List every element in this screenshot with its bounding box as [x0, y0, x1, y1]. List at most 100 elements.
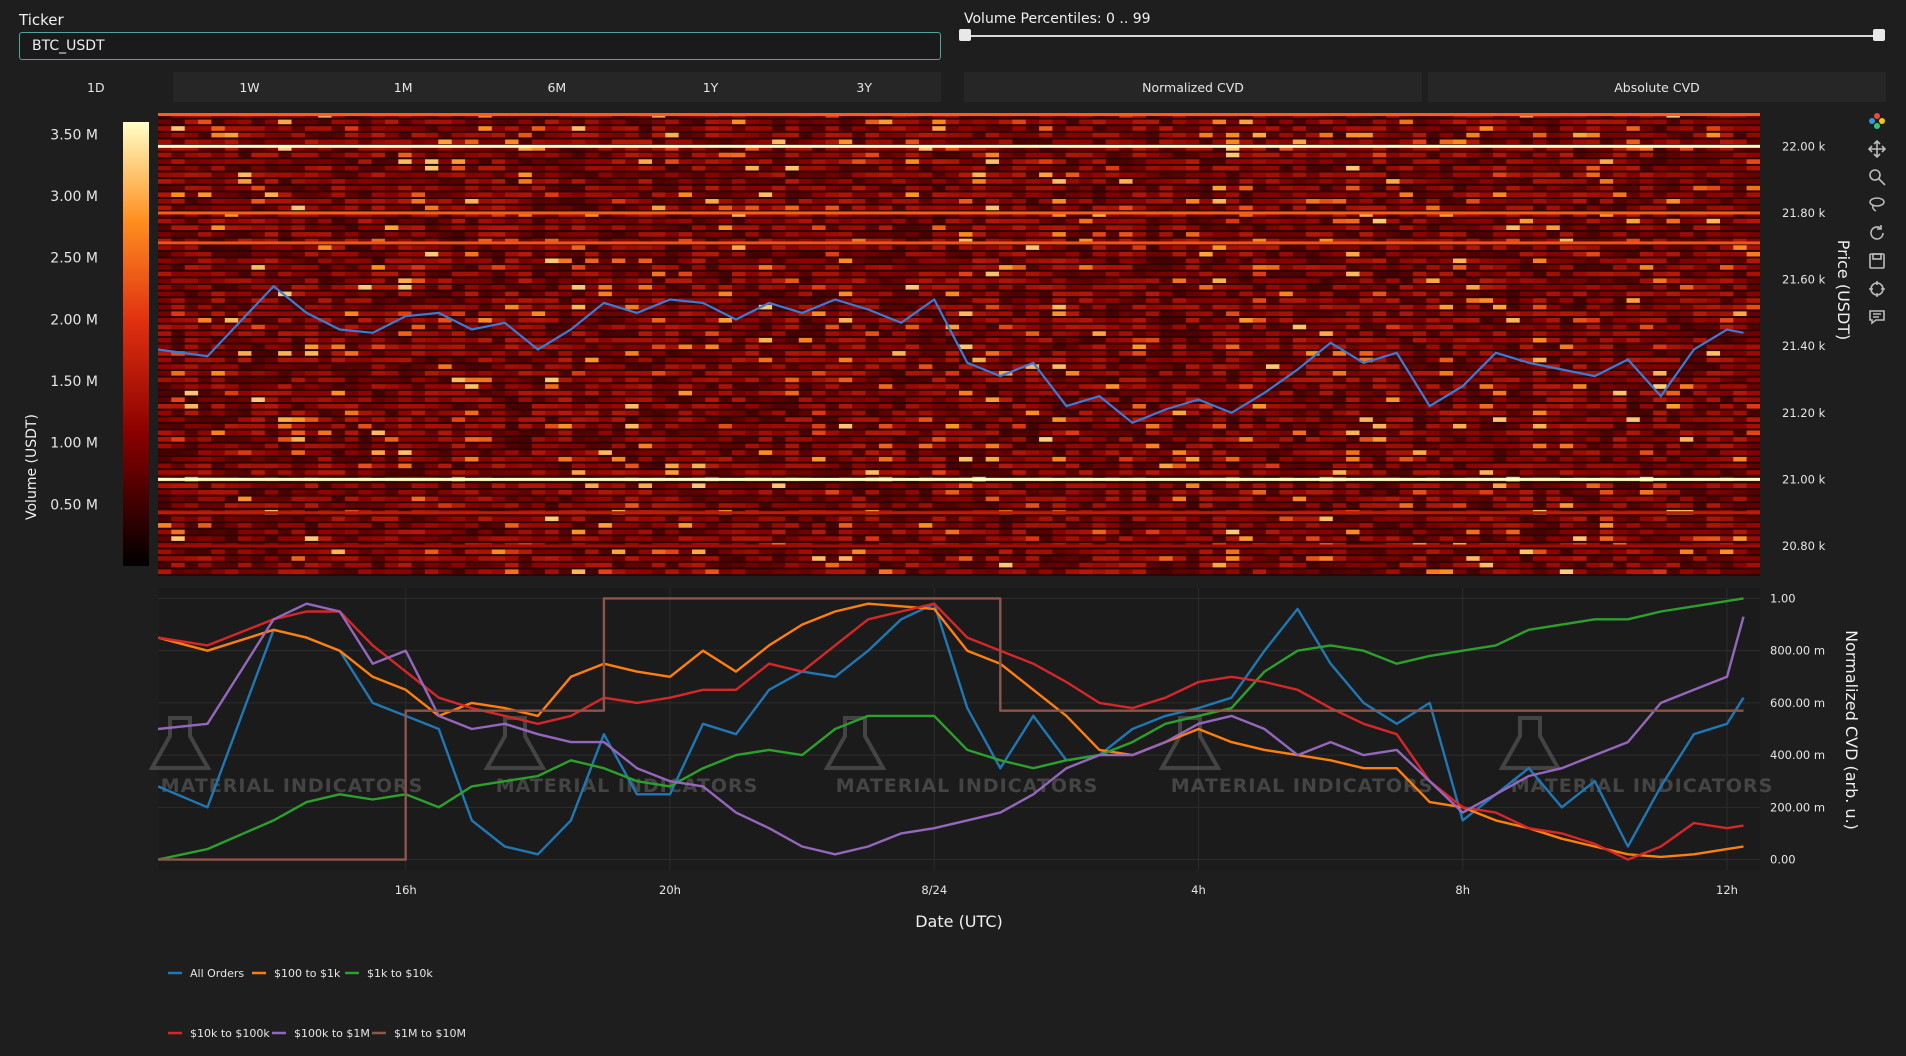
heatmap-cell — [705, 192, 720, 197]
heatmap-cell — [198, 245, 212, 250]
heatmap-cell — [158, 285, 172, 290]
heatmap-cell — [278, 199, 292, 204]
heatmap-cell — [1012, 311, 1027, 316]
heatmap-cell — [878, 212, 893, 217]
heatmap-cell — [798, 397, 813, 402]
heatmap-cell — [732, 285, 746, 290]
heatmap-cell — [999, 377, 1013, 383]
heatmap-cell — [344, 265, 359, 270]
heatmap-cell — [665, 569, 680, 574]
heatmap-cell — [211, 351, 226, 356]
heatmap-cell — [625, 503, 640, 508]
heatmap-cell — [1052, 456, 1067, 462]
heatmap-cell — [959, 384, 973, 389]
heatmap-cell — [224, 199, 239, 204]
heatmap-cell — [238, 225, 252, 230]
heatmap-cell — [198, 357, 212, 363]
heatmap-cell — [772, 337, 786, 343]
heatmap-cell — [184, 152, 199, 158]
heatmap-cell — [838, 258, 853, 264]
heatmap-cell — [1065, 437, 1080, 442]
tab-normalized-cvd[interactable]: Normalized CVD — [964, 72, 1422, 102]
heatmap-cell — [1039, 390, 1053, 396]
heatmap-cell — [518, 225, 533, 230]
heatmap-cell — [1065, 159, 1080, 164]
heatmap-cell — [959, 569, 973, 574]
heatmap-cell — [344, 278, 359, 283]
heatmap-cell — [758, 556, 773, 561]
heatmap-cell — [384, 503, 399, 508]
heatmap-cell — [318, 357, 333, 363]
heatmap-cell — [945, 278, 960, 283]
heatmap-cell — [825, 291, 840, 297]
heatmap-cell — [625, 417, 640, 422]
heatmap-cell — [358, 437, 373, 442]
tab-1m[interactable]: 1M — [326, 72, 481, 102]
heatmap-cell — [1025, 443, 1040, 449]
heatmap-cell — [718, 450, 733, 455]
heatmap-cell — [585, 258, 600, 264]
heatmap-cell — [705, 536, 720, 541]
heatmap-cell — [331, 146, 346, 151]
heatmap-cell — [905, 371, 920, 376]
heatmap-cell — [745, 119, 760, 125]
heatmap-cell — [465, 456, 479, 462]
heatmap-cell — [918, 430, 933, 436]
heatmap-cell — [638, 364, 653, 369]
heatmap-cell — [665, 390, 680, 396]
heatmap-cell — [438, 265, 453, 270]
heatmap-cell — [692, 285, 706, 290]
heatmap-cell — [304, 490, 319, 495]
heatmap-cell — [892, 357, 907, 363]
slider-handle-min[interactable] — [959, 29, 971, 41]
heatmap-cell — [211, 265, 226, 270]
heatmap-cell — [665, 556, 680, 561]
heatmap-cell — [1052, 364, 1067, 369]
volume-percentile-slider-track[interactable] — [964, 35, 1879, 37]
heatmap-cell — [571, 569, 586, 574]
heatmap-cell — [785, 245, 800, 250]
heatmap-cell — [999, 337, 1013, 343]
heatmap-cell — [825, 450, 840, 455]
heatmap-cell — [438, 119, 453, 125]
heatmap-cell — [411, 437, 426, 442]
heatmap-cell — [985, 152, 1000, 158]
heatmap-cell — [331, 397, 346, 402]
heatmap-cell — [705, 496, 720, 502]
heatmap-cell — [798, 192, 813, 197]
heatmap-cell — [344, 549, 359, 555]
heatmap-cell — [692, 483, 706, 488]
heatmap-cell — [758, 298, 773, 303]
heatmap-cell — [918, 417, 933, 422]
tab-3y[interactable]: 3Y — [787, 72, 942, 102]
heatmap-cell — [758, 185, 773, 191]
heatmap-cell — [425, 549, 439, 555]
heatmap-cell — [291, 337, 306, 343]
heatmap-cell — [972, 192, 987, 197]
heatmap-cell — [1065, 265, 1080, 270]
heatmap-cell — [972, 185, 987, 191]
heatmap-cell — [518, 423, 533, 429]
heatmap-cell — [251, 172, 266, 178]
heatmap-cell — [198, 146, 212, 151]
heatmap-cell — [184, 483, 199, 488]
slider-handle-max[interactable] — [1873, 29, 1885, 41]
heatmap-cell — [171, 324, 186, 330]
heatmap-cell — [398, 205, 413, 211]
tab-6m[interactable]: 6M — [480, 72, 634, 102]
heatmap-cell — [798, 337, 813, 343]
tab-absolute-cvd[interactable]: Absolute CVD — [1428, 72, 1886, 102]
heatmap-cell — [758, 324, 773, 330]
heatmap-cell — [932, 245, 947, 250]
heatmap-cell — [224, 119, 239, 125]
heatmap-cell — [571, 251, 586, 257]
heatmap-cell — [251, 165, 266, 171]
heatmap-cell — [1012, 271, 1027, 277]
tab-1y[interactable]: 1Y — [633, 72, 788, 102]
tab-1d[interactable]: 1D — [19, 72, 173, 102]
tab-1w[interactable]: 1W — [172, 72, 327, 102]
ticker-input[interactable] — [19, 32, 941, 60]
heatmap-cell — [411, 410, 426, 416]
heatmap-cell — [158, 529, 172, 535]
heatmap-cell — [291, 503, 306, 508]
